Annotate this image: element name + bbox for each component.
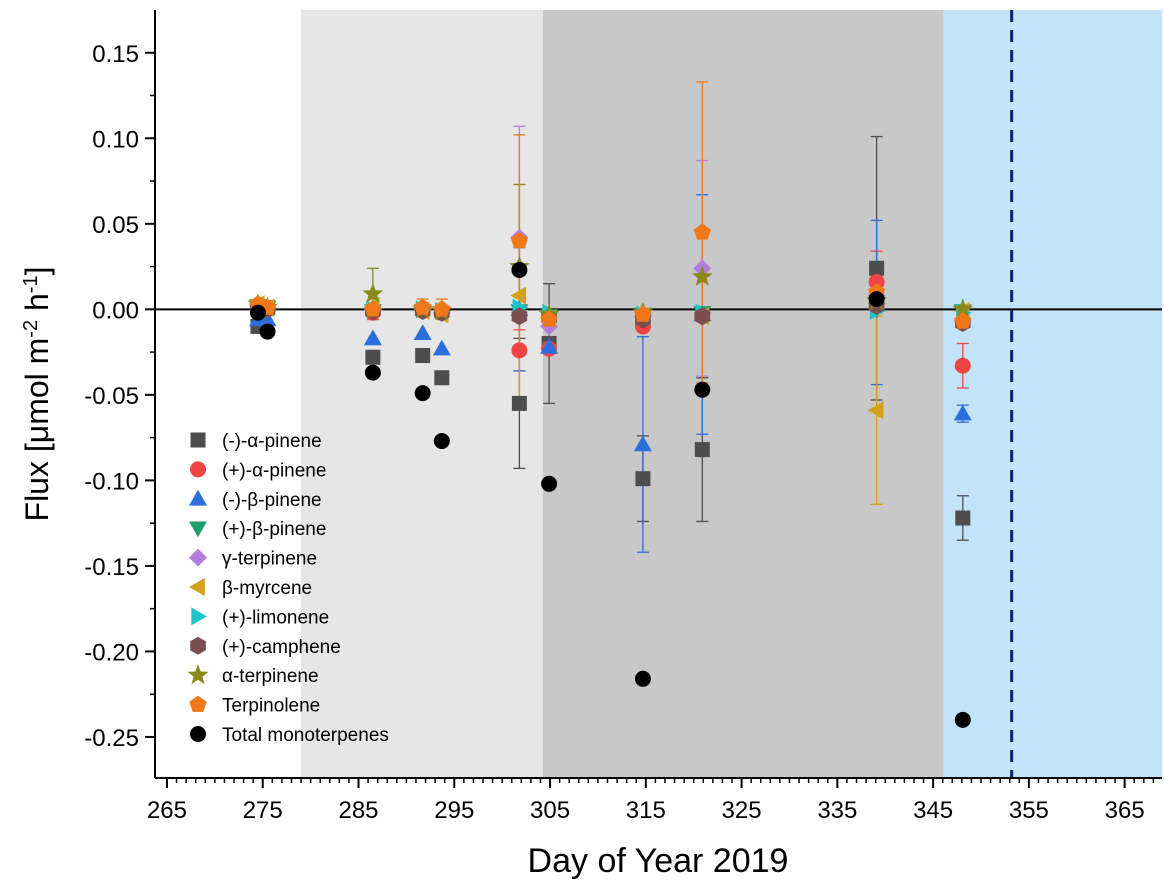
x-tick-label: 325 <box>722 797 762 824</box>
y-tick-label: -0.25 <box>84 725 139 752</box>
marker <box>433 433 450 450</box>
marker <box>869 260 885 276</box>
legend-label: (+)-limonene <box>222 607 329 628</box>
marker <box>694 307 711 326</box>
marker <box>634 670 651 687</box>
x-tick-label: 305 <box>530 797 570 824</box>
legend-label: (-)-α-pinene <box>222 431 322 452</box>
marker <box>540 310 558 327</box>
marker <box>510 231 528 249</box>
y-tick-label: -0.20 <box>84 639 139 666</box>
marker <box>190 432 206 448</box>
marker <box>363 329 382 346</box>
marker <box>414 298 432 315</box>
marker <box>189 578 205 596</box>
y-tick-label: -0.15 <box>84 554 139 581</box>
marker <box>694 442 710 458</box>
marker <box>952 298 974 319</box>
marker <box>954 312 972 329</box>
y-axis-title-part: ] <box>19 267 55 276</box>
marker <box>434 370 450 386</box>
marker <box>190 726 206 742</box>
marker <box>189 521 207 538</box>
marker <box>867 401 884 420</box>
marker <box>691 265 713 286</box>
marker <box>511 342 528 359</box>
marker <box>365 349 381 365</box>
marker <box>415 348 431 364</box>
marker <box>249 304 266 321</box>
y-tick-label: -0.05 <box>84 383 139 410</box>
marker <box>362 282 384 303</box>
marker <box>432 339 451 356</box>
x-tick-label: 365 <box>1105 797 1145 824</box>
y-axis-title-part: -2 <box>20 320 42 338</box>
marker <box>258 310 277 327</box>
marker <box>954 711 971 728</box>
legend-label: (+)-α-pinene <box>222 460 326 481</box>
marker <box>511 307 528 326</box>
marker <box>364 300 382 317</box>
marker <box>693 223 711 240</box>
marker <box>414 385 431 402</box>
y-axis-title-part: Flux [μmol m <box>19 338 55 522</box>
y-tick-label: -0.10 <box>84 468 139 495</box>
y-axis-title: Flux [μmol m-2 h-1] <box>19 267 55 522</box>
marker <box>634 305 652 322</box>
legend-label: γ-terpinene <box>222 549 317 570</box>
shaded-period <box>943 10 1162 778</box>
legend-label: (+)-β-pinene <box>222 519 326 540</box>
marker <box>868 273 885 290</box>
marker <box>433 300 451 317</box>
marker <box>259 323 276 340</box>
marker <box>413 324 432 340</box>
shaded-period <box>542 10 944 778</box>
y-tick-label: 0.00 <box>92 297 139 324</box>
legend-label: Total monoterpenes <box>222 725 389 746</box>
marker <box>953 404 972 421</box>
legend-label: (-)-β-pinene <box>222 490 322 511</box>
marker <box>189 695 207 712</box>
marker <box>190 461 206 478</box>
y-tick-label: 0.10 <box>92 126 139 153</box>
y-tick-label: 0.05 <box>92 212 139 239</box>
x-tick-label: 285 <box>338 797 378 824</box>
marker <box>189 489 207 506</box>
marker <box>868 291 885 308</box>
marker <box>694 381 711 398</box>
legend-label: (+)-camphene <box>222 637 341 658</box>
x-tick-label: 315 <box>626 797 666 824</box>
y-tick-label: 0.15 <box>92 41 139 68</box>
legend-label: Terpinolene <box>222 696 320 717</box>
x-tick-label: 275 <box>243 797 283 824</box>
x-axis-title: Day of Year 2019 <box>528 842 789 880</box>
legend-label: α-terpinene <box>222 666 319 687</box>
x-tick-label: 345 <box>913 797 953 824</box>
marker <box>189 548 207 567</box>
marker <box>187 664 209 685</box>
legend-label: β-myrcene <box>222 578 312 599</box>
x-tick-label: 265 <box>147 797 187 824</box>
marker <box>510 286 527 305</box>
marker <box>954 357 971 374</box>
marker <box>511 395 527 411</box>
marker <box>191 607 207 626</box>
marker <box>511 261 528 278</box>
x-tick-label: 295 <box>434 797 474 824</box>
x-tick-label: 335 <box>817 797 857 824</box>
marker <box>364 364 381 381</box>
marker <box>190 636 206 655</box>
marker <box>955 510 971 526</box>
y-axis-title-part: h <box>19 293 55 320</box>
y-axis-title-part: -1 <box>20 275 42 293</box>
marker <box>540 338 559 354</box>
marker <box>633 435 652 452</box>
marker <box>541 475 558 492</box>
x-tick-label: 355 <box>1009 797 1049 824</box>
marker <box>635 471 651 487</box>
